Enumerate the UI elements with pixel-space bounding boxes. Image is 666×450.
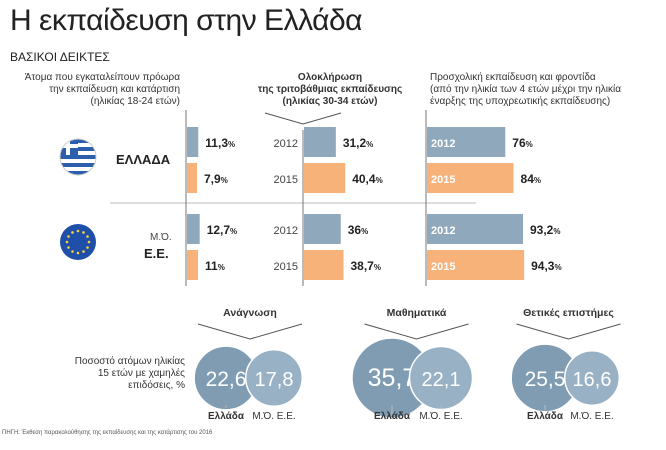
star [67,246,70,249]
header-line: της τριτοβάθμιας εκπαίδευσης [257,84,403,95]
bubble-label: Ελλάδα [527,411,564,422]
eu-flag-icon [60,224,96,260]
star [76,251,80,255]
header-bracket [264,112,342,125]
source-note: ΠΗΓΗ: Έκθεση παρακολούθησης της εκπαίδευ… [2,430,213,436]
bar-value-label: 84% [521,172,541,186]
star [65,240,69,244]
bar-value-label: 93,2% [530,223,560,237]
group-bracket [364,323,469,340]
bubble-group-title: Μαθηματικά [387,307,447,319]
group-bracket [516,323,621,340]
bar-value-label: 11,3% [205,136,235,150]
header-line: (από την ηλικία των 4 ετών μέχρι την ηλι… [430,84,622,95]
caption-line: 15 ετών με χαμηλές [97,368,185,379]
bubble-group-title: Ανάγνωση [223,307,277,319]
star [86,246,89,249]
subtitle: ΒΑΣΙΚΟΙ ΔΕΙΚΤΕΣ [10,50,110,64]
header-early-leavers: Άτομα που εγκαταλείπουν πρόωρα την εκπαί… [10,72,180,108]
bar-2015 [304,163,346,193]
bubble [563,349,621,407]
star [86,235,89,238]
bar-value-label: 31,2% [343,136,373,150]
star [76,229,80,233]
row-label-eu-1: Μ.Ό. [150,232,172,243]
bar-2012 [427,214,523,244]
row-label-eu-2: Ε.Ε. [144,246,169,261]
bubble-value: 22,1 [422,369,461,391]
bubble-label: Ελλάδα [374,411,411,422]
bar-2015 [187,250,198,280]
star [87,240,91,244]
bubble [408,345,474,411]
bubble-label: Μ.Ό. Ε.Ε. [570,411,613,422]
bar-2012 [187,214,200,244]
bubble-value: 17,8 [255,369,294,391]
bar-value-label: 36% [348,223,368,237]
header-line: (ηλικίας 18-24 ετών) [90,96,180,107]
bar-2015 [427,250,525,280]
bubble-group-title: Θετικές επιστήμες [523,307,614,319]
bubble-label: Μ.Ό. Ε.Ε. [252,411,295,422]
bubble-value: 22,6 [206,368,247,391]
bar-2012 [187,127,199,157]
star [67,235,70,238]
bar-2012 [304,127,336,157]
bubble-caption: Ποσοστό ατόμων ηλικίας 15 ετών με χαμηλέ… [20,356,185,392]
row-label-greece: ΕΛΛΑΔΑ [116,152,171,167]
bubble-value: 35,7 [368,364,417,392]
header-preschool: Προσχολική εκπαίδευση και φροντίδα (από … [430,72,666,108]
bubble-label: Μ.Ό. Ε.Ε. [419,411,462,422]
group-bracket [197,323,303,340]
year-label: 2015 [274,174,298,186]
star [82,250,85,253]
caption-line: επιδόσεις, % [128,380,185,391]
header-line: Προσχολική εκπαίδευση και φροντίδα [430,72,596,83]
year-label: 2015 [431,174,455,186]
bar-2012 [427,127,506,157]
bar-2015 [427,163,514,193]
bar-value-label: 7,9% [204,172,228,186]
year-label: 2012 [431,138,455,150]
year-label: 2015 [431,261,455,273]
greek-flag-icon [59,138,97,176]
header-line: Άτομα που εγκαταλείπουν πρόωρα [24,72,180,83]
caption-line: Ποσοστό ατόμων ηλικίας [74,356,185,367]
year-label: 2015 [274,261,298,273]
bubble-value: 25,5 [525,368,566,391]
header-line: (ηλικίας 30-34 ετών) [282,96,378,107]
header-line: έναρξης της υποχρεωτικής εκπαίδευσης) [430,96,611,107]
header-line: την εκπαίδευση και κατάρτιση [49,84,180,95]
bar-2015 [187,163,197,193]
year-label: 2012 [431,225,455,237]
page-title: Η εκπαίδευση στην Ελλάδα [10,4,363,37]
header-tertiary: Ολοκλήρωση της τριτοβάθμιας εκπαίδευσης … [240,72,420,108]
bubble-label: Ελλάδα [208,411,245,422]
header-line: Ολοκλήρωση [297,72,363,83]
star [71,250,74,253]
bar-value-label: 94,3% [531,259,561,273]
bar-2012 [304,214,341,244]
bubble-value: 16,6 [573,369,612,391]
bar-2015 [304,250,344,280]
star [71,231,74,234]
year-label: 2012 [274,225,298,237]
year-label: 2012 [274,138,298,150]
bar-value-label: 38,7% [350,259,380,273]
bar-value-label: 76% [512,136,532,150]
bubble [244,348,304,408]
star [82,231,85,234]
bar-value-label: 12,7% [207,223,237,237]
bar-value-label: 11% [205,259,225,273]
bar-value-label: 40,4% [352,172,382,186]
